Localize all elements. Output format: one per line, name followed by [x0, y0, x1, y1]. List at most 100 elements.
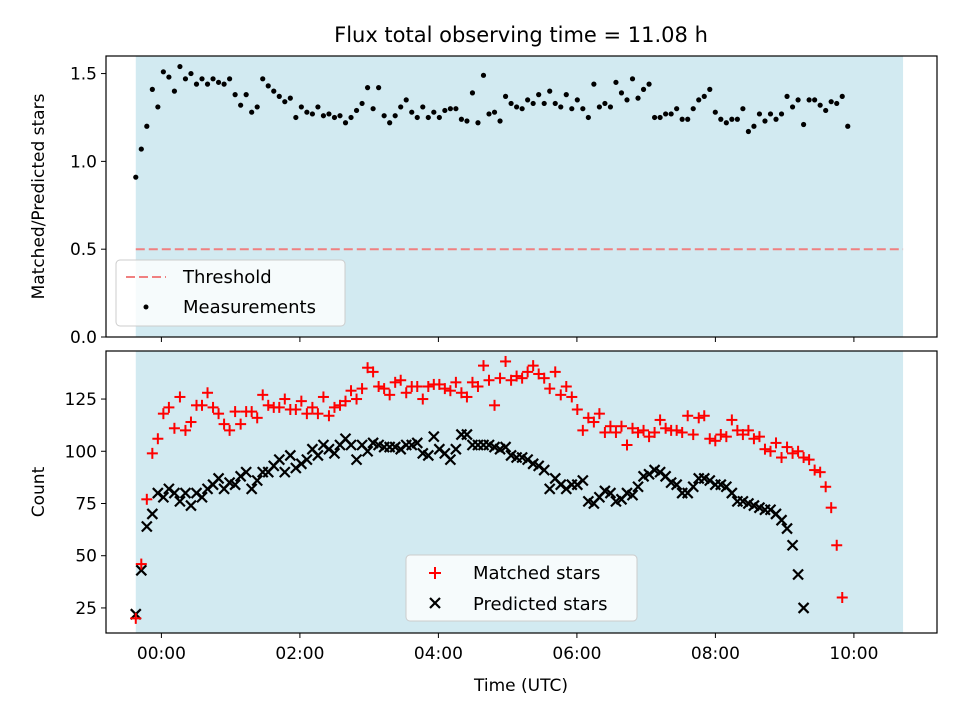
matched-star-point — [615, 420, 627, 432]
matched-star-point — [593, 408, 605, 420]
measurement-point — [624, 97, 630, 103]
legend-predicted-label: Predicted stars — [473, 594, 607, 615]
measurement-point — [690, 106, 696, 112]
measurement-point — [282, 99, 288, 105]
measurement-point — [304, 109, 310, 115]
measurement-point — [674, 106, 680, 112]
matched-star-point — [500, 355, 512, 367]
measurement-point — [420, 104, 426, 110]
predicted-star-point — [538, 464, 550, 476]
measurement-point — [392, 113, 398, 119]
measurement-point — [337, 113, 343, 119]
predicted-star-point — [361, 445, 374, 458]
measurement-point — [514, 104, 520, 110]
x-tick-label: 00:00 — [137, 644, 186, 664]
legend-threshold-label: Threshold — [182, 267, 272, 288]
matched-star-point — [825, 502, 837, 514]
measurement-point — [558, 104, 564, 110]
predicted-star-point — [428, 430, 440, 443]
measurement-point — [431, 109, 437, 115]
measurement-point — [254, 104, 260, 110]
measurement-point — [591, 81, 597, 87]
measurement-point — [497, 118, 503, 124]
measurement-point — [778, 111, 785, 117]
matched-star-point — [704, 433, 716, 445]
measurement-point — [530, 100, 536, 107]
predicted-star-point — [168, 487, 181, 499]
matched-star-point — [356, 383, 368, 395]
measurement-point — [729, 116, 735, 122]
x-tick-label: 06:00 — [552, 644, 601, 664]
matched-star-point — [803, 454, 815, 466]
measurement-point — [359, 100, 365, 107]
measurement-point — [629, 76, 636, 82]
predicted-star-point — [279, 466, 291, 478]
matched-star-point — [759, 443, 771, 455]
predicted-star-point — [632, 480, 644, 493]
measurement-point — [182, 76, 189, 82]
measurement-point — [138, 146, 144, 152]
matched-star-point — [781, 441, 793, 453]
ratio-y-label: Matched/Predicted stars — [29, 93, 49, 299]
measurement-point — [740, 106, 746, 112]
matched-star-point — [317, 391, 329, 403]
measurement-point — [839, 93, 845, 99]
measurement-point — [387, 120, 393, 126]
measurement-point — [265, 83, 271, 89]
measurement-point — [232, 92, 238, 98]
measurement-point — [133, 174, 139, 180]
matched-star-point — [168, 422, 180, 434]
measurement-point — [580, 106, 586, 112]
matched-star-point — [748, 433, 760, 445]
measurement-point — [767, 111, 774, 117]
measurement-point — [210, 76, 216, 82]
predicted-star-point — [196, 491, 208, 504]
predicted-star-point — [411, 437, 424, 449]
matched-star-point — [720, 431, 732, 443]
measurement-point — [491, 109, 498, 115]
matched-star-point — [682, 410, 694, 422]
ratio-panel: 0.0 0.5 1.0 1.5 Matched/Predicted stars Thr… — [29, 55, 938, 348]
matched-star-point — [776, 452, 788, 464]
matched-star-point — [660, 422, 672, 434]
matched-star-point — [328, 401, 340, 413]
measurement-point — [442, 107, 448, 114]
measurement-point — [403, 97, 409, 103]
measurement-point — [756, 111, 763, 117]
measurement-point — [348, 114, 354, 121]
predicted-star-point — [212, 472, 225, 485]
matched-star-point — [599, 426, 611, 438]
measurement-point — [773, 116, 779, 122]
matched-star-point — [764, 445, 776, 457]
predicted-star-point — [775, 514, 788, 526]
matched-star-point — [538, 372, 550, 384]
measurement-point — [574, 97, 580, 103]
measurement-point — [663, 111, 669, 117]
measurement-point — [188, 70, 194, 77]
matched-star-point — [649, 426, 661, 438]
measurement-point — [144, 123, 150, 129]
measurement-point — [475, 120, 481, 126]
x-tick-label: 08:00 — [691, 644, 740, 664]
matched-star-point — [218, 418, 230, 430]
measurement-point — [569, 106, 575, 112]
measurement-point — [828, 99, 834, 105]
measurement-point — [480, 72, 487, 78]
measurement-point — [508, 100, 514, 107]
matched-star-point — [130, 612, 142, 624]
matched-star-point — [610, 426, 622, 438]
matched-star-point — [257, 389, 269, 401]
matched-star-point — [466, 376, 478, 388]
measurement-point — [596, 104, 602, 110]
matched-star-point — [604, 420, 616, 432]
measurement-point — [502, 93, 509, 99]
measurement-point — [618, 90, 625, 96]
predicted-star-point — [350, 453, 363, 466]
matched-star-point — [621, 439, 633, 451]
y-tick-label: 0.5 — [70, 240, 97, 260]
measurement-point — [204, 81, 211, 87]
measurement-point — [320, 113, 327, 119]
x-tick-label: 04:00 — [414, 644, 463, 664]
matched-star-point — [306, 401, 318, 413]
matched-star-point — [505, 374, 517, 386]
